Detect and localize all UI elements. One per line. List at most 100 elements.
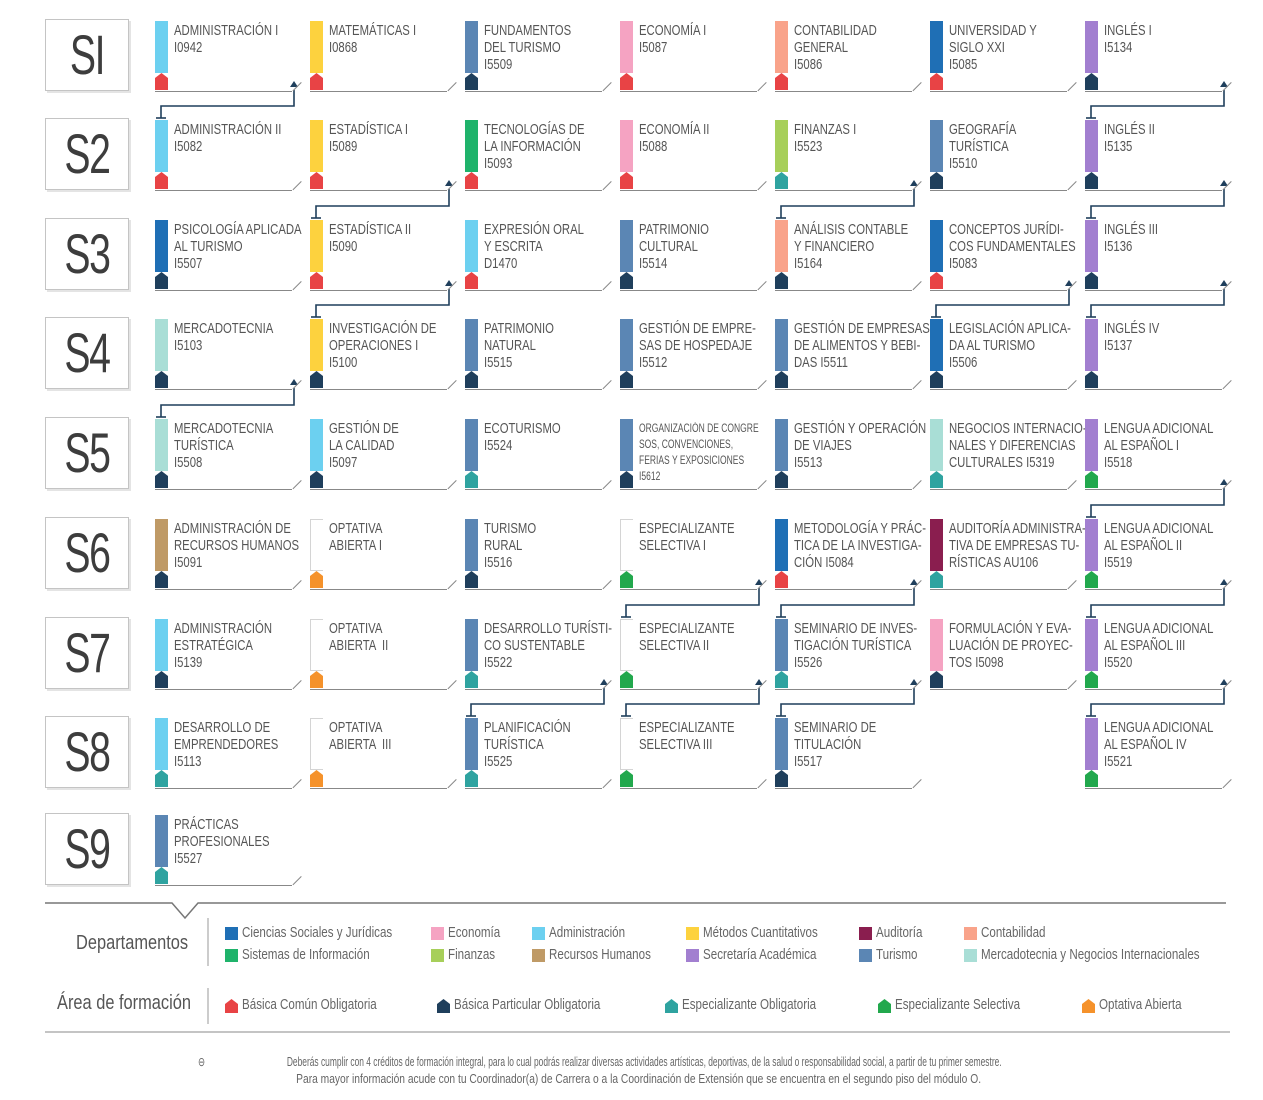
course-card: ESPECIALIZANTE SELECTIVA I [620, 519, 767, 597]
course-line: SEMINARIO DE [794, 720, 877, 736]
course-baseline [1085, 489, 1222, 490]
course-line-last: I5089 [329, 139, 358, 155]
course-line-last: I5521 [1104, 754, 1133, 770]
department-color-bar [1085, 619, 1098, 671]
course-baseline [1085, 589, 1222, 590]
area-house-icon [465, 73, 478, 90]
course-baseline [465, 589, 602, 590]
course-line: LENGUA ADICIONAL [1104, 521, 1214, 537]
course-baseline [775, 290, 912, 291]
area-house-icon [465, 770, 478, 787]
area-house-icon [465, 371, 478, 388]
course-line: CO SUSTENTABLE [484, 638, 585, 654]
area-house-icon [775, 371, 788, 388]
course-line: OPTATIVA [329, 621, 383, 637]
course-line-last: I5509 [484, 57, 513, 73]
legend-label: Básica Particular Obligatoria [454, 997, 601, 1013]
course-line: PLANIFICACIÓN [484, 720, 571, 736]
semester-box: S6 [45, 517, 129, 589]
course-line-last: I0868 [329, 40, 358, 56]
semester-box: S4 [45, 317, 129, 389]
course-text: GESTIÓN DE EMPRE- SAS DE HOSPEDAJE I5512 [639, 321, 764, 372]
course-baseline [465, 290, 602, 291]
color-swatch [964, 949, 977, 962]
course-line: DESARROLLO TURÍSTI- [484, 621, 613, 637]
prerequisite-line [160, 388, 295, 417]
course-text: CONTABILIDAD GENERAL I5086 [794, 23, 919, 74]
department-color-bar [465, 718, 478, 770]
area-house-icon [155, 671, 168, 688]
course-baseline [155, 788, 292, 789]
course-text: LENGUA ADICIONAL AL ESPAÑOL I I5518 [1104, 421, 1229, 472]
course-line-last: I5097 [329, 455, 358, 471]
semester-label: S4 [64, 321, 111, 384]
course-line-last: I5136 [1104, 239, 1133, 255]
course-text: PATRIMONIO CULTURAL I5514 [639, 222, 764, 273]
area-house-icon [1085, 172, 1098, 189]
course-text: PATRIMONIO NATURAL I5515 [484, 321, 609, 372]
department-color-bar [1085, 519, 1098, 571]
course-card: FORMULACIÓN Y EVA- LUACIÓN DE PROYEC- TOS … [930, 619, 1077, 697]
course-card: OPTATIVA ABIERTA II [310, 619, 457, 697]
area-house-icon [620, 471, 633, 488]
legend-label: Especializante Selectiva [895, 997, 1021, 1013]
course-line: UNIVERSIDAD Y [949, 23, 1037, 39]
course-text: PSICOLOGÍA APLICADA AL TURISMO I5507 [174, 222, 302, 273]
area-house-icon [310, 471, 323, 488]
course-line: LUACIÓN DE PROYEC- [949, 638, 1073, 654]
course-line-last: I5100 [329, 355, 358, 371]
area-house-icon [465, 671, 478, 688]
course-line-last: I5134 [1104, 40, 1133, 56]
area-house-icon [1085, 73, 1098, 90]
footnote-credits-text: Deberás cumplir con 4 créditos de formac… [286, 1055, 1002, 1069]
course-line-last: I5515 [484, 355, 513, 371]
semester-box: S8 [45, 716, 129, 788]
course-line: TURÍSTICA [174, 438, 234, 454]
area-house-icon [930, 371, 943, 388]
course-line: MATEMÁTICAS I [329, 23, 417, 39]
color-swatch [225, 927, 238, 940]
course-text: ADMINISTRACIÓN ESTRATÉGICA I5139 [174, 621, 299, 672]
course-line-last: CULTURALES I5319 [949, 455, 1055, 471]
semester-box: S7 [45, 617, 129, 689]
course-line: CONCEPTOS JURÍDI- [949, 222, 1064, 238]
course-line-last: I5086 [794, 57, 823, 73]
department-color-bar [620, 419, 633, 471]
course-line: PATRIMONIO [639, 222, 709, 238]
course-line: INGLÉS III [1104, 222, 1159, 238]
semester-label: S6 [64, 521, 111, 584]
course-line: ADMINISTRACIÓN [174, 621, 273, 637]
course-line: TURISMO [484, 521, 537, 537]
course-card: GESTIÓN DE EMPRE- SAS DE HOSPEDAJE I5512 [620, 319, 767, 397]
course-text: LENGUA ADICIONAL AL ESPAÑOL II I5519 [1104, 521, 1229, 572]
course-line: GENERAL [794, 40, 849, 56]
course-baseline [775, 489, 912, 490]
department-color-bar [155, 718, 168, 770]
department-color-bar [465, 519, 478, 571]
house-swatch-icon [1082, 999, 1095, 1013]
course-line-last: I5513 [794, 455, 823, 471]
legend-label: Economía [448, 925, 501, 941]
course-line: LENGUA ADICIONAL [1104, 720, 1214, 736]
course-line: OPTATIVA [329, 521, 383, 537]
course-text: INVESTIGACIÓN DE OPERACIONES I I5100 [329, 321, 454, 372]
course-baseline [310, 91, 447, 92]
department-color-bar [310, 419, 323, 471]
legend-label: Turismo [876, 947, 918, 963]
semester-box: S3 [45, 218, 129, 290]
area-house-icon [1085, 571, 1098, 588]
department-color-bar [310, 319, 323, 371]
legend-label: Recursos Humanos [549, 947, 651, 963]
course-card: TECNOLOGÍAS DE LA INFORMACIÓN I5093 [465, 120, 612, 198]
course-line-last: I5135 [1104, 139, 1133, 155]
department-color-bar [620, 220, 633, 272]
course-line: FORMULACIÓN Y EVA- [949, 621, 1072, 637]
area-house-icon [930, 471, 943, 488]
course-text: ESTADÍSTICA I I5089 [329, 122, 454, 156]
color-swatch [532, 949, 545, 962]
course-text: MATEMÁTICAS I I0868 [329, 23, 454, 57]
course-line: ESPECIALIZANTE [639, 521, 735, 537]
area-house-icon [775, 770, 788, 787]
